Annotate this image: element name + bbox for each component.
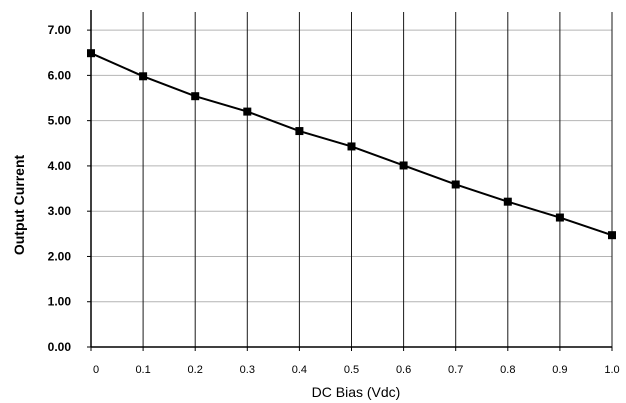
x-tick-label: 0.4 xyxy=(292,364,307,376)
x-tick-label: 0.3 xyxy=(240,364,255,376)
vertical-gridlines xyxy=(142,12,613,347)
data-point xyxy=(608,231,616,240)
x-tick-label: 0.5 xyxy=(344,364,359,376)
y-tick-label: 2.00 xyxy=(48,249,72,263)
x-tick-labels: 0 0.1 0.2 0.3 0.4 0.5 0.6 0.7 0.8 0.9 1.0 xyxy=(93,364,620,376)
axes xyxy=(87,10,613,351)
y-tick-label: 7.00 xyxy=(48,23,72,37)
data-point xyxy=(555,213,564,222)
data-point xyxy=(87,49,95,58)
x-tick-label: 0.9 xyxy=(552,364,567,376)
y-tick-label: 5.00 xyxy=(48,114,72,128)
data-point xyxy=(243,107,252,116)
data-point xyxy=(347,142,356,151)
y-tick-label: 1.00 xyxy=(48,295,72,309)
y-axis-title: Output Current xyxy=(11,155,27,256)
x-tick-label: 1.0 xyxy=(604,364,619,376)
x-tick-label: 0 xyxy=(93,364,99,376)
x-tick-label: 0.1 xyxy=(135,364,150,376)
y-tick-labels: 0.00 1.00 2.00 3.00 4.00 5.00 6.00 7.00 xyxy=(48,23,72,354)
data-point xyxy=(139,72,148,81)
x-axis-title: DC Bias (Vdc) xyxy=(312,384,401,400)
y-tick-label: 3.00 xyxy=(48,204,72,218)
y-tick-label: 6.00 xyxy=(48,68,72,82)
y-tick-label: 4.00 xyxy=(48,159,72,173)
y-tick-label: 0.00 xyxy=(48,340,72,354)
data-points xyxy=(87,49,616,240)
data-point xyxy=(451,180,460,189)
x-tick-label: 0.7 xyxy=(448,364,463,376)
data-point xyxy=(191,92,200,101)
x-tick-label: 0.6 xyxy=(396,364,411,376)
x-tick-label: 0.8 xyxy=(500,364,515,376)
data-point xyxy=(503,197,512,206)
x-tick-label: 0.2 xyxy=(188,364,203,376)
data-point xyxy=(295,127,304,136)
data-point xyxy=(399,161,408,170)
